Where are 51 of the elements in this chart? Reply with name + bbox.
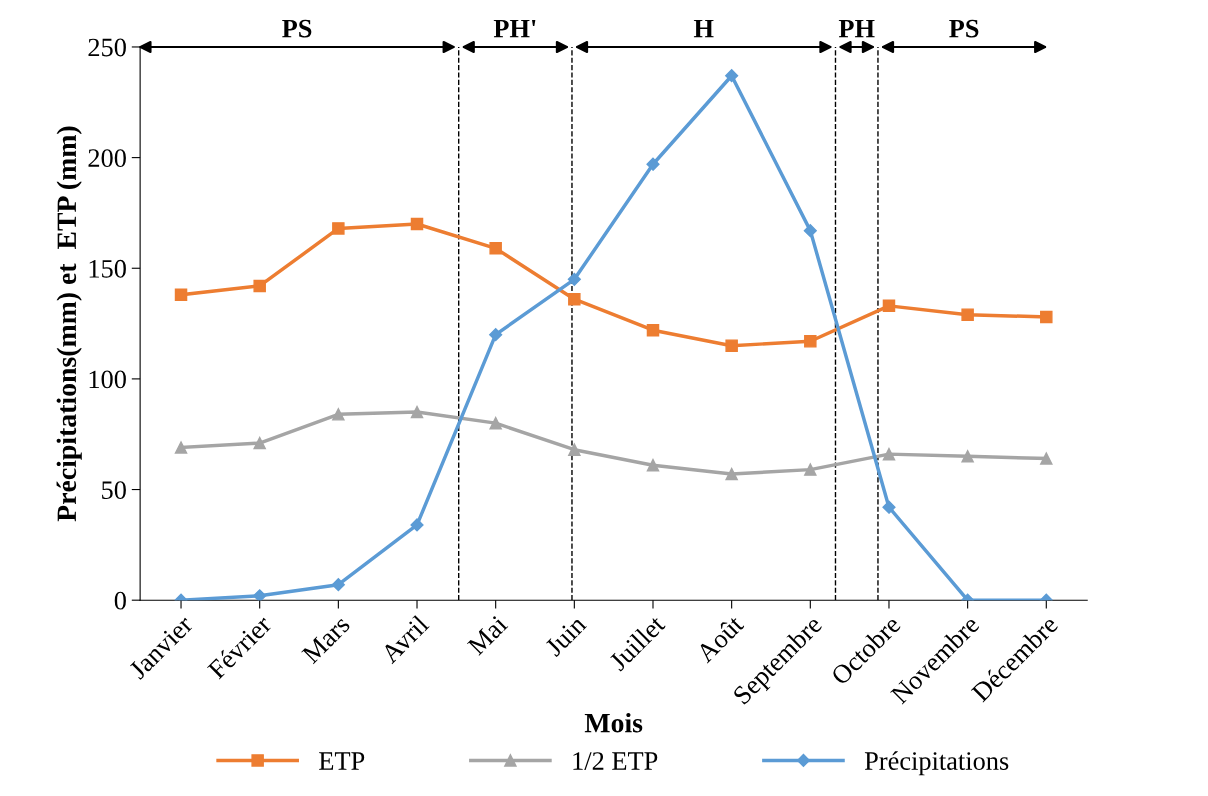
point [567, 272, 581, 286]
point [725, 467, 738, 481]
legend-label: 1/2 ETP [573, 752, 658, 770]
y-tick-label: 150 [89, 259, 126, 278]
point [961, 308, 974, 321]
legend-label: Précipitations [864, 751, 1009, 776]
point [410, 518, 424, 532]
point [646, 458, 660, 472]
point [568, 292, 581, 306]
text: PS [282, 19, 312, 38]
y-tick-label: 200 [88, 149, 126, 168]
point [332, 408, 345, 421]
point [489, 242, 502, 255]
point [803, 224, 817, 238]
legend-label: ETP [319, 752, 365, 770]
point [882, 447, 896, 461]
x-tick-label: Mai [466, 614, 509, 657]
point [489, 328, 503, 342]
point [882, 500, 896, 514]
point [646, 157, 660, 171]
point [804, 335, 817, 348]
point [882, 299, 896, 313]
y-tick-label: 250 [88, 38, 126, 57]
y-tick-label: 50 [102, 481, 126, 499]
point [725, 69, 739, 83]
point [332, 222, 345, 235]
text: PH' [493, 19, 536, 38]
y-tick-label: 100 [89, 370, 126, 389]
point [961, 450, 974, 463]
point [253, 279, 266, 293]
point [410, 405, 424, 419]
point [1040, 452, 1053, 465]
text: PS [949, 19, 979, 38]
point [804, 463, 817, 476]
point [725, 339, 738, 352]
point [174, 441, 188, 454]
x-axis-title: Mois [584, 712, 643, 733]
point [331, 578, 345, 592]
x-tick-label: Juin [544, 614, 588, 658]
y-tick-label: 0 [114, 591, 126, 610]
text: PH [838, 19, 875, 38]
point [253, 589, 267, 601]
y-axis-title: Précipitations(mm) et ETP (mm) [56, 126, 82, 522]
text: H [693, 19, 714, 38]
point [568, 443, 581, 456]
point [174, 288, 188, 302]
point [489, 416, 502, 430]
point [1040, 310, 1053, 324]
point [410, 217, 424, 231]
point [253, 436, 266, 450]
point [646, 323, 660, 337]
